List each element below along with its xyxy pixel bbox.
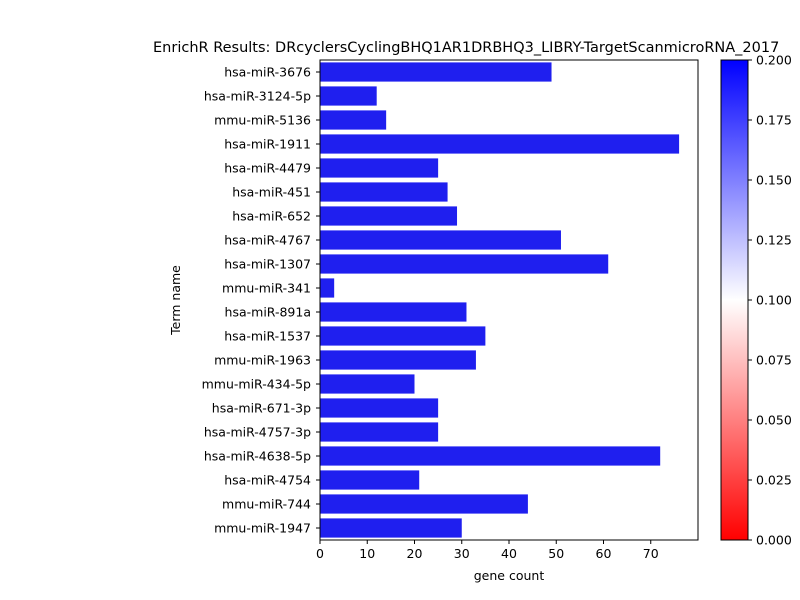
bar [320, 518, 462, 538]
y-tick-label: hsa-miR-3676 [224, 65, 311, 80]
colorbar-tick-label: 0.000 [756, 533, 792, 548]
colorbar-tick-label: 0.025 [756, 473, 792, 488]
bar [320, 254, 609, 274]
bar [320, 302, 467, 322]
colorbar-tick-label: 0.075 [756, 353, 792, 368]
x-tick-label: 70 [643, 546, 659, 561]
y-tick-label: mmu-miR-434-5p [202, 377, 311, 392]
colorbar-ticks: 0.000 0.025 0.050 0.075 0.100 0.125 0.150 0.175… [748, 53, 792, 548]
y-tick-label: mmu-miR-341 [222, 281, 311, 296]
bar [320, 398, 439, 418]
colorbar-tick-label: 0.100 [756, 293, 792, 308]
bar [320, 110, 387, 130]
x-axis-label: gene count [474, 568, 545, 583]
y-tick-label: mmu-miR-744 [222, 497, 311, 512]
y-tick-label: hsa-miR-1537 [224, 329, 311, 344]
colorbar-tick-label: 0.150 [756, 173, 792, 188]
y-tick-label: hsa-miR-1307 [224, 257, 311, 272]
x-tick-label: 10 [359, 546, 375, 561]
y-tick-label: hsa-miR-891a [225, 305, 311, 320]
plot-frame [319, 59, 699, 541]
bar [320, 494, 528, 514]
y-axis-label: Term name [168, 265, 183, 336]
bar [320, 278, 335, 298]
bar [320, 134, 680, 154]
x-tick-label: 30 [454, 546, 470, 561]
bar [320, 350, 476, 370]
y-tick-label: hsa-miR-451 [232, 185, 311, 200]
y-tick-label: hsa-miR-4757-3p [204, 425, 311, 440]
bar [320, 62, 552, 82]
y-axis-ticks: hsa-miR-3676 hsa-miR-3124-5p mmu-miR-5136 h… [202, 65, 320, 536]
colorbar [720, 59, 749, 541]
x-tick-label: 0 [316, 546, 324, 561]
x-tick-label: 50 [548, 546, 564, 561]
y-tick-label: hsa-miR-4767 [224, 233, 311, 248]
y-tick-label: hsa-miR-652 [232, 209, 311, 224]
chart-title: EnrichR Results: DRcyclersCyclingBHQ1AR1… [153, 40, 779, 56]
x-axis-ticks: 0 10 20 30 40 50 60 70 [316, 540, 659, 561]
x-tick-label: 20 [407, 546, 423, 561]
bar [320, 158, 439, 178]
bar [320, 422, 439, 442]
colorbar-tick-label: 0.050 [756, 413, 792, 428]
bar [320, 326, 486, 346]
bar [320, 374, 415, 394]
y-tick-label: hsa-miR-4638-5p [204, 449, 311, 464]
y-tick-label: mmu-miR-5136 [214, 113, 311, 128]
y-tick-label: hsa-miR-4479 [224, 161, 311, 176]
y-tick-label: hsa-miR-1911 [224, 137, 311, 152]
y-tick-label: hsa-miR-4754 [224, 473, 311, 488]
y-tick-label: hsa-miR-3124-5p [204, 89, 311, 104]
bar [320, 446, 661, 466]
bar [320, 470, 420, 490]
bars-group [320, 62, 680, 538]
x-tick-label: 60 [596, 546, 612, 561]
colorbar-tick-label: 0.200 [756, 53, 792, 68]
bar [320, 230, 561, 250]
bar [320, 86, 377, 106]
x-tick-label: 40 [501, 546, 517, 561]
bar [320, 182, 448, 202]
bar [320, 206, 458, 226]
colorbar-tick-label: 0.125 [756, 233, 792, 248]
y-tick-label: mmu-miR-1963 [214, 353, 311, 368]
colorbar-tick-label: 0.175 [756, 113, 792, 128]
y-tick-label: hsa-miR-671-3p [212, 401, 311, 416]
y-tick-label: mmu-miR-1947 [214, 521, 311, 536]
